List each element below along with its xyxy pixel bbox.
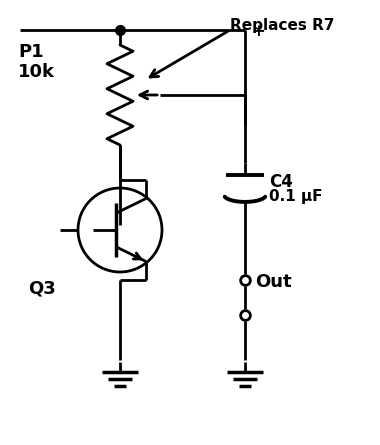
Text: Out: Out: [255, 273, 291, 291]
Text: +: +: [251, 24, 265, 40]
Text: Replaces R7: Replaces R7: [230, 18, 334, 33]
Text: C4: C4: [269, 173, 293, 191]
Text: 10k: 10k: [18, 63, 55, 81]
Text: P1: P1: [18, 43, 44, 61]
Text: Q3: Q3: [28, 280, 56, 298]
Text: 0.1 μF: 0.1 μF: [269, 189, 323, 204]
